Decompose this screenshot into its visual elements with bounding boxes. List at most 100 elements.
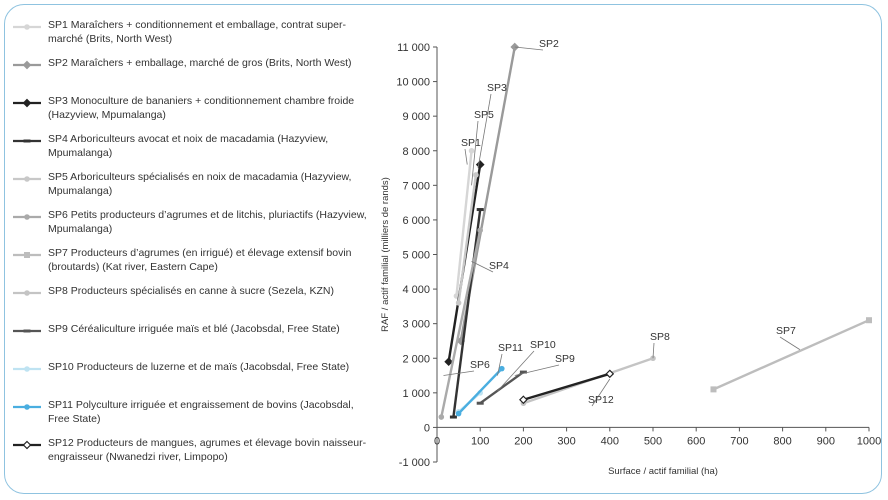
legend-swatch-marker [24,290,30,296]
y-tick-label: 7 000 [402,180,430,192]
sp11-line [457,367,503,415]
legend-item-sp7: SP7 Producteurs d’agrumes (en irrigué) e… [12,246,372,274]
sp12-leader-line [591,378,611,407]
sp3-point [444,357,454,367]
legend-item-sp1: SP1 Maraîchers + conditionnement et emba… [12,18,372,46]
sp11-point [499,365,505,372]
legend-item-sp12: SP12 Producteurs de mangues, agrumes et … [12,436,372,464]
x-tick-label: 700 [730,435,748,447]
sp3-point-label: SP3 [487,82,507,94]
chart-frame [4,4,882,494]
y-tick-label: 3 000 [402,319,430,331]
legend-swatch-sp5 [13,176,41,182]
legend-swatch-sp12 [13,440,41,450]
legend-swatch-marker [24,252,30,258]
legend-swatch-marker [23,329,31,333]
sp1-point-label: SP1 [461,137,481,149]
y-tick-label: 6 000 [402,215,430,227]
sp1-leader-line [464,148,468,165]
sp7-point [710,386,717,393]
sp2-point-label: SP2 [539,38,559,50]
legend-swatch-sp3 [13,98,41,108]
legend-label-sp3: SP3 Monoculture de bananiers + condition… [48,95,355,121]
sp1-line [455,150,473,297]
legend-swatch-sp2 [13,60,41,70]
sp8-point-label: SP8 [650,331,670,343]
sp6-leader-line [443,370,475,376]
legend-swatch-marker [22,440,32,450]
y-tick-label: -1 000 [399,457,430,469]
legend-item-sp11: SP11 Polyculture irriguée et engraisseme… [12,398,372,426]
x-axis-label: Surface / actif familial (ha) [608,466,718,477]
legend-label-sp11: SP11 Polyculture irriguée et engraisseme… [48,399,354,425]
legend-label-sp9: SP9 Céréaliculture irriguée maïs et blé … [48,323,340,335]
sp7-point [866,317,872,324]
legend-item-sp6: SP6 Petits producteurs d’agrumes et de l… [12,208,372,236]
sp4-point-label: SP4 [489,260,509,272]
x-tick-label: 100 [471,435,489,447]
legend-swatch-sp8 [13,290,41,296]
sp6-point [477,227,484,234]
legend-swatch-marker [24,176,30,182]
sp12-line [523,372,611,401]
legend-item-sp2: SP2 Maraîchers + emballage, marché de gr… [12,56,372,71]
legend-swatch-sp10 [13,366,41,372]
legend-label-sp5: SP5 Arboriculteurs spécialisés en noix d… [48,171,352,197]
sp10-leader-line [497,350,535,392]
legend-item-sp3: SP3 Monoculture de bananiers + condition… [12,94,372,122]
y-tick-label: 5 000 [402,250,430,262]
legend-label-sp8: SP8 Producteurs spécialisés en canne à s… [48,285,334,297]
x-tick-label: 0 [434,435,440,447]
x-tick-label: 1000 [857,435,881,447]
x-tick-label: 500 [644,435,662,447]
legend-item-sp8: SP8 Producteurs spécialisés en canne à s… [12,284,372,299]
legend-swatch-sp4 [13,139,41,143]
legend-label-sp10: SP10 Producteurs de luzerne et de maïs (… [48,361,350,373]
sp4-point [476,208,484,212]
legend-label-sp4: SP4 Arboriculteurs avocat et noix de mac… [48,133,329,159]
y-axis-label: RAF / actif familial (milliers de rands) [380,177,391,332]
x-tick-label: 900 [817,435,835,447]
sp5-point [455,300,462,306]
sp1-point [468,147,475,154]
sp12-point [519,395,528,405]
sp9-point [476,401,484,405]
legend-label-sp2: SP2 Maraîchers + emballage, marché de gr… [48,57,352,69]
y-tick-label: 9 000 [402,111,430,123]
legend-label-sp1: SP1 Maraîchers + conditionnement et emba… [48,19,346,45]
y-tick-label: 1 000 [402,388,430,400]
sp9-point-label: SP9 [555,353,575,365]
legend-swatch-marker [24,24,30,30]
sp3-leader-line [477,93,492,169]
sp5-line [457,174,478,304]
sp10-point-label: SP10 [530,339,556,351]
sp4-point [449,415,457,419]
sp9-point [519,370,527,374]
sp11-point [455,410,462,417]
legend-item-sp5: SP5 Arboriculteurs spécialisés en noix d… [12,170,372,198]
sp6-point-label: SP6 [470,359,490,371]
sp9-line [479,371,525,405]
x-tick-label: 800 [773,435,791,447]
sp6-point [438,414,445,420]
legend-swatch-sp6 [13,214,41,220]
legend-item-sp10: SP10 Producteurs de luzerne et de maïs (… [12,360,372,375]
sp11-leader-line [497,353,503,376]
x-tick-label: 400 [601,435,619,447]
sp2-leader-line [514,46,544,51]
sp5-point [473,172,479,178]
x-tick-label: 600 [687,435,705,447]
legend-swatch-marker [24,214,30,220]
y-tick-label: 8 000 [402,146,430,158]
legend-swatch-marker [22,98,32,108]
legend-label-sp6: SP6 Petits producteurs d’agrumes et de l… [48,209,367,235]
legend-swatch-sp11 [13,404,41,410]
sp5-leader-line [471,120,479,186]
sp5-point-label: SP5 [474,109,494,121]
y-tick-label: 0 [424,422,430,434]
legend-label-sp12: SP12 Producteurs de mangues, agrumes et … [48,437,367,463]
legend-swatch-marker [24,366,30,372]
sp7-leader-line [779,336,801,350]
legend-swatch-marker [23,139,31,143]
